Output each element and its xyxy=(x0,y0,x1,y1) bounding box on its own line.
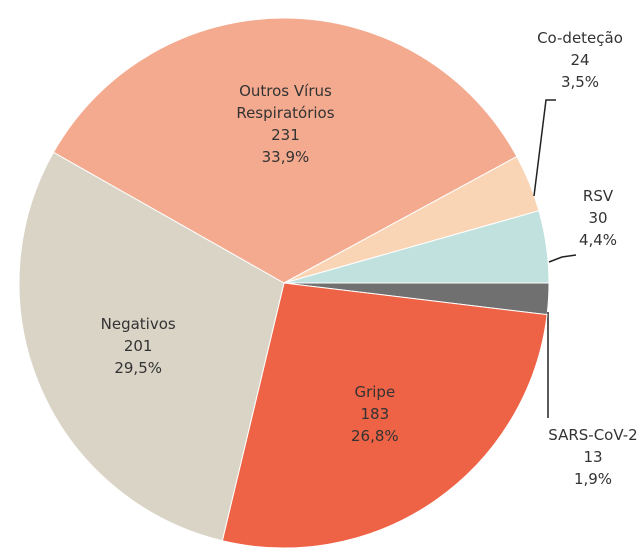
slice-name: Gripe xyxy=(354,382,396,401)
pie-slice xyxy=(221,282,548,549)
pie-slice xyxy=(52,17,518,284)
slice-count: 24 xyxy=(570,51,590,69)
slice-label: Gripe 183 26,8% xyxy=(305,381,445,447)
slice-label: Co-deteção 24 3,5% xyxy=(510,27,638,93)
slice-name: RSV xyxy=(582,187,614,205)
slice-percent: 33,9% xyxy=(261,148,310,166)
slice-count: 13 xyxy=(583,448,603,466)
slice-label: Outros Vírus Respiratórios 231 33,9% xyxy=(215,80,355,168)
slice-label: Negativos 201 29,5% xyxy=(68,313,208,379)
leader-line xyxy=(533,99,556,197)
slice-label: SARS-CoV-2 13 1,9% xyxy=(523,424,638,490)
slice-count: 183 xyxy=(360,404,390,423)
slice-name: Outros Vírus Respiratórios xyxy=(236,82,335,122)
pie-slice xyxy=(18,151,285,542)
slice-percent: 26,8% xyxy=(351,426,399,445)
pie-slice xyxy=(283,210,550,284)
slice-percent: 4,4% xyxy=(578,231,618,249)
slice-name: SARS-CoV-2 xyxy=(548,426,638,444)
slice-percent: 1,9% xyxy=(573,470,613,488)
slice-count: 201 xyxy=(123,337,153,356)
slice-name: Negativos xyxy=(100,315,176,334)
leader-line xyxy=(548,254,577,263)
slice-label: RSV 30 4,4% xyxy=(528,185,638,251)
slice-percent: 3,5% xyxy=(560,73,600,91)
slice-percent: 29,5% xyxy=(114,359,162,378)
slice-count: 30 xyxy=(588,209,608,227)
slice-name: Co-deteção xyxy=(537,29,623,47)
slice-count: 231 xyxy=(271,126,300,144)
